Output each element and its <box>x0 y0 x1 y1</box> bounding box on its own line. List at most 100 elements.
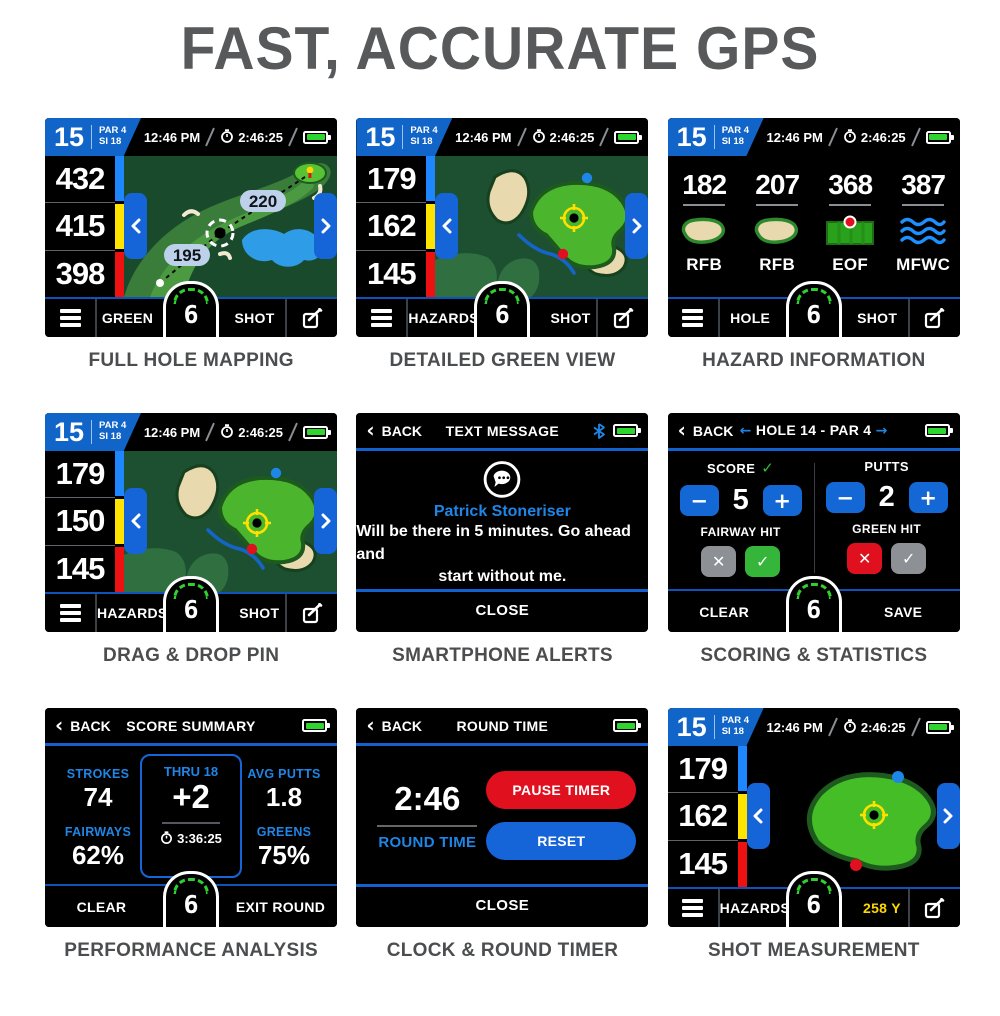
distance-front: 145 <box>667 839 738 887</box>
scorecard-edit-button[interactable] <box>285 594 337 632</box>
current-hole-pin: 6 <box>785 281 842 337</box>
scorecard-edit-button[interactable] <box>285 299 337 337</box>
front-of-green-dot <box>246 543 258 555</box>
menu-button[interactable] <box>356 299 409 337</box>
hole-badge: 15 PAR 4 SI 18 <box>667 118 764 156</box>
stroke-index-label: SI 18 <box>99 136 122 147</box>
pause-timer-button[interactable]: PAUSE TIMER <box>486 770 637 809</box>
green-map[interactable] <box>435 156 649 297</box>
next-view-arrow[interactable] <box>625 193 649 259</box>
distance-readouts: 179 150 145 <box>45 451 115 592</box>
prev-view-arrow[interactable] <box>435 193 459 259</box>
menu-button[interactable] <box>668 889 720 927</box>
distance-front: 145 <box>356 249 427 297</box>
caption-smartphone-alerts: SMARTPHONE ALERTS <box>392 645 613 666</box>
menu-icon <box>59 309 81 327</box>
divider <box>205 127 216 147</box>
close-button[interactable]: CLOSE <box>356 884 649 924</box>
next-view-arrow[interactable] <box>936 783 960 849</box>
round-time-readout: 2:46 ROUND TIME <box>368 780 486 851</box>
fairway-miss-button[interactable]: ✕ <box>701 546 737 577</box>
current-hole-pin: 6 <box>163 871 219 927</box>
distance-middle: 150 <box>45 497 115 544</box>
header-bar: ‹ BACK TEXT MESSAGE <box>356 413 649 451</box>
back-button[interactable]: ‹ BACK <box>366 417 423 442</box>
scorecard-edit-button[interactable] <box>907 299 960 337</box>
stroke-index-label: SI 18 <box>410 136 433 147</box>
panel-performance-analysis: ‹ BACK SCORE SUMMARY STROKES 74 FAIRWAYS … <box>45 708 337 962</box>
green-view-button[interactable]: GREEN <box>101 310 154 326</box>
caption-detailed-green-view: DETAILED GREEN VIEW <box>389 350 616 371</box>
shot-button[interactable]: SHOT <box>239 605 280 621</box>
clear-button[interactable]: CLEAR <box>699 603 750 620</box>
water-stream <box>206 528 265 570</box>
green-map[interactable] <box>746 746 960 887</box>
prev-view-arrow[interactable] <box>124 488 147 554</box>
distance-color-bars <box>115 156 124 297</box>
hole-badge: 15 PAR 4 SI 18 <box>667 708 764 746</box>
scorecard-edit-button[interactable] <box>907 889 960 927</box>
next-hole-arrow[interactable]: → <box>875 423 888 439</box>
prev-view-arrow[interactable] <box>746 783 770 849</box>
hole-number: 15 <box>365 121 396 152</box>
prev-view-arrow[interactable] <box>124 193 147 259</box>
stroke-index-label: SI 18 <box>721 136 744 147</box>
distance-back: 179 <box>678 751 728 787</box>
next-view-arrow[interactable] <box>314 488 337 554</box>
putts-minus-button[interactable]: − <box>825 482 865 513</box>
fairway-hit-button[interactable]: ✓ <box>745 546 781 577</box>
caption-performance-analysis: PERFORMANCE ANALYSIS <box>64 940 319 961</box>
back-of-green-dot <box>891 771 904 783</box>
close-button[interactable]: CLOSE <box>356 589 649 629</box>
caption-hazard-information: HAZARD INFORMATION <box>702 350 926 371</box>
pin-crosshair <box>859 801 888 829</box>
hole-map[interactable]: 220 195 <box>124 156 337 297</box>
next-view-arrow[interactable] <box>314 193 337 259</box>
caption-drag-drop-pin: DRAG & DROP PIN <box>103 645 280 666</box>
hazards-button[interactable]: HAZARDS <box>719 900 791 916</box>
current-hole-pin: 6 <box>474 281 531 337</box>
clock-time: 12:46 PM <box>455 129 512 145</box>
green-hit-button[interactable]: ✓ <box>891 543 927 574</box>
back-button[interactable]: ‹ BACK <box>677 417 734 442</box>
pin-crosshair <box>560 204 589 232</box>
menu-icon <box>682 309 704 327</box>
putts-plus-button[interactable]: + <box>908 482 948 513</box>
back-button[interactable]: ‹ BACK <box>55 712 111 737</box>
par-label: PAR 4 <box>99 125 127 137</box>
shot-button[interactable]: SHOT <box>234 310 275 326</box>
fairways-stat: FAIRWAYS 62% <box>64 825 132 871</box>
front-of-green-dot <box>558 248 569 260</box>
score-plus-button[interactable]: + <box>762 485 802 516</box>
green-miss-button[interactable]: ✕ <box>847 543 883 574</box>
current-hole-pin: 6 <box>163 281 219 337</box>
distance-middle: 162 <box>356 202 427 249</box>
caption-clock-round-timer: CLOCK & ROUND TIMER <box>386 940 619 961</box>
bluetooth-icon <box>593 422 606 439</box>
shot-button[interactable]: SHOT <box>550 310 591 326</box>
clear-button[interactable]: CLEAR <box>76 898 127 915</box>
distance-color-bars <box>737 746 747 887</box>
shot-button[interactable]: SHOT <box>857 310 898 326</box>
hazards-button[interactable]: HAZARDS <box>97 605 168 621</box>
menu-button[interactable] <box>668 299 720 337</box>
menu-button[interactable] <box>45 594 97 632</box>
hole-title: HOLE 14 - PAR 4 <box>755 422 872 438</box>
hazards-button[interactable]: HAZARDS <box>408 310 479 326</box>
round-time-label: ROUND TIME <box>378 833 477 851</box>
exit-round-button[interactable]: EXIT ROUND <box>235 898 326 915</box>
score-minus-button[interactable]: − <box>679 485 719 516</box>
clock-time: 12:46 PM <box>143 129 201 145</box>
back-button[interactable]: ‹ BACK <box>366 712 423 737</box>
edit-icon <box>613 307 634 328</box>
save-button[interactable]: SAVE <box>884 603 923 620</box>
menu-button[interactable] <box>45 299 97 337</box>
prev-hole-arrow[interactable]: ← <box>739 423 752 439</box>
header-bar: ‹ BACK ROUND TIME <box>356 708 649 746</box>
battery-icon <box>303 130 331 144</box>
green-map-draggable[interactable] <box>124 451 337 592</box>
hole-view-button[interactable]: HOLE <box>730 310 771 326</box>
scorecard-edit-button[interactable] <box>596 299 648 337</box>
distance-middle: 162 <box>667 792 738 839</box>
reset-button[interactable]: RESET <box>486 821 637 860</box>
